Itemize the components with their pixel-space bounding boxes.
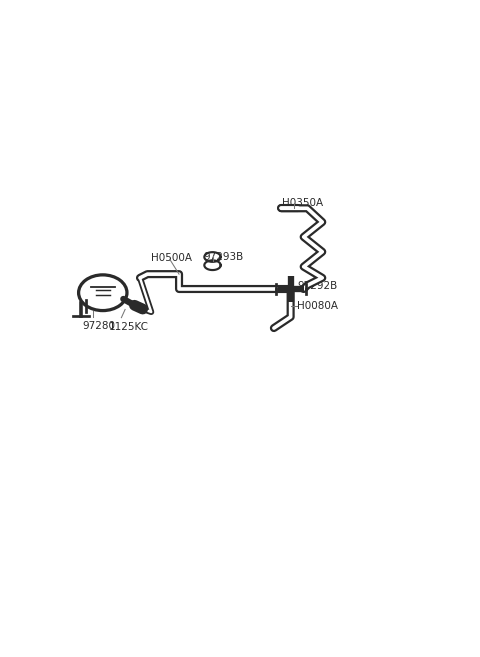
Text: H0350A: H0350A	[282, 198, 324, 208]
Text: H0500A: H0500A	[151, 252, 192, 263]
Text: H0080A: H0080A	[297, 301, 338, 311]
Ellipse shape	[79, 275, 127, 311]
Text: 97280: 97280	[83, 321, 115, 330]
Circle shape	[288, 286, 294, 292]
Text: r: r	[289, 310, 292, 319]
Text: 97293B: 97293B	[203, 252, 243, 261]
Text: 1125KC: 1125KC	[108, 323, 148, 332]
Text: 97292B: 97292B	[297, 281, 337, 292]
